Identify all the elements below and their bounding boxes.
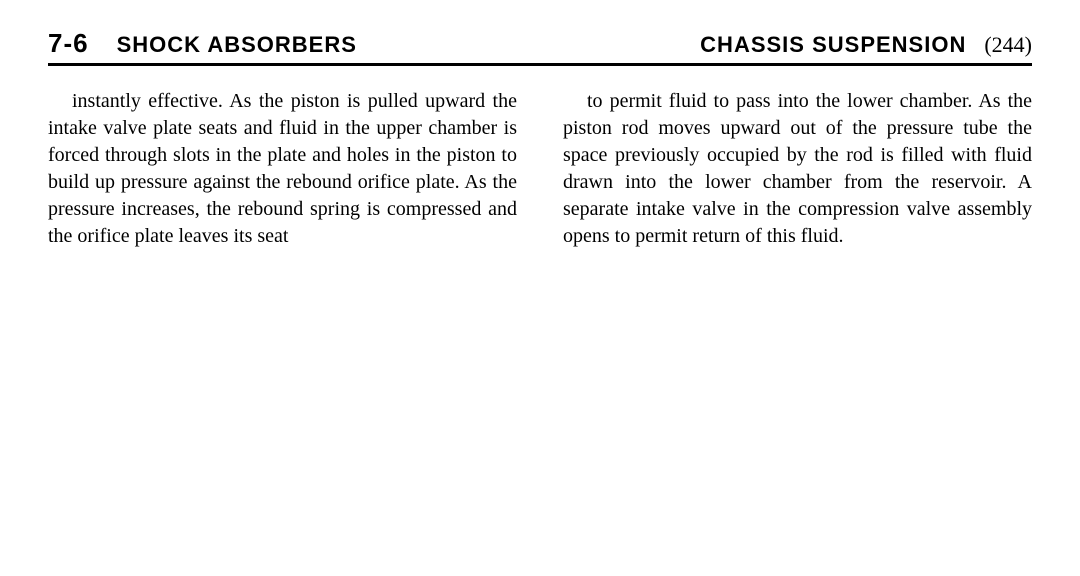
section-title-right: CHASSIS SUSPENSION: [700, 32, 966, 58]
header-right-group: CHASSIS SUSPENSION (244): [700, 32, 1032, 58]
body-columns: instantly effective. As the piston is pu…: [48, 88, 1032, 250]
section-number: 7-6: [48, 28, 89, 59]
page-number: (244): [984, 32, 1032, 58]
page-header: 7-6 SHOCK ABSORBERS CHASSIS SUSPENSION (…: [48, 28, 1032, 66]
header-left-group: 7-6 SHOCK ABSORBERS: [48, 28, 357, 59]
manual-page: 7-6 SHOCK ABSORBERS CHASSIS SUSPENSION (…: [0, 0, 1080, 576]
body-paragraph-right: to permit fluid to pass into the lower c…: [563, 88, 1032, 250]
section-title-left: SHOCK ABSORBERS: [117, 32, 357, 58]
right-column: to permit fluid to pass into the lower c…: [563, 88, 1032, 250]
left-column: instantly effective. As the piston is pu…: [48, 88, 517, 250]
body-paragraph-left: instantly effective. As the piston is pu…: [48, 88, 517, 250]
